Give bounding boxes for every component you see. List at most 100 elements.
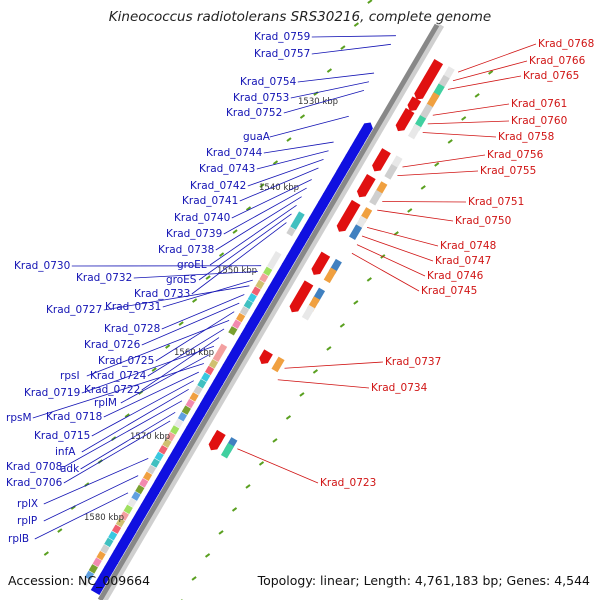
reverse-gene-label[interactable]: Krad_0750 [455,215,511,227]
reverse-gene-arrow[interactable] [288,297,304,315]
forward-gene-label[interactable]: Krad_0722 [84,384,140,396]
forward-leader-line [120,354,210,404]
forward-gene-label[interactable]: Krad_0706 [6,477,63,489]
forward-arrows [90,120,375,596]
forward-leader-line [239,167,319,202]
guide-dot [43,551,49,556]
reverse-gene-arrow[interactable] [207,435,223,453]
forward-gene-label[interactable]: Krad_0727 [46,304,102,316]
reverse-gene-block[interactable] [426,92,440,108]
forward-gene-arrow[interactable] [359,120,375,138]
forward-leader-line [63,400,183,468]
forward-leader-line [311,43,391,55]
forward-gene-label[interactable]: Krad_0718 [46,411,102,423]
reverse-gene-label[interactable]: Krad_0761 [511,98,567,110]
forward-leader-line [103,371,199,418]
forward-leader-line [80,411,176,470]
forward-gene-label[interactable]: rplP [17,515,37,527]
forward-gene-label[interactable]: Krad_0739 [166,228,222,240]
forward-gene-label[interactable]: Krad_0728 [104,323,160,335]
guide-dot [178,321,184,326]
forward-gene-label[interactable]: infA [55,446,76,458]
reverse-gene-block[interactable] [323,267,337,284]
reverse-gene-label[interactable]: Krad_0766 [529,55,586,67]
forward-gene-label[interactable]: Krad_0738 [158,244,214,256]
forward-gene-label[interactable]: Krad_0753 [233,92,289,104]
forward-leader-line [141,302,240,346]
forward-gene-label[interactable]: Krad_0744 [206,147,263,159]
reverse-gene-block[interactable] [301,304,315,321]
reverse-gene-arrow[interactable] [355,182,371,200]
forward-gene-label[interactable]: guaA [243,131,271,143]
reverse-gene-label[interactable]: Krad_0768 [538,38,594,50]
forward-gene-label[interactable]: Krad_0740 [174,212,230,224]
forward-gene-label[interactable]: Krad_0741 [182,195,238,207]
forward-gene-label[interactable]: Krad_0732 [76,272,132,284]
guide-dot [353,300,359,305]
forward-leader-line [162,279,253,308]
reverse-gene-label[interactable]: Krad_0737 [385,356,441,368]
forward-gene-label[interactable]: rpsI [60,370,80,382]
guide-dot [218,252,225,257]
reverse-gene-label[interactable]: Krad_0747 [435,255,491,267]
forward-gene-label[interactable]: adk [60,463,80,475]
forward-gene-label[interactable]: Krad_0759 [254,31,310,43]
forward-gene-label[interactable]: rpsM [6,412,32,424]
reverse-gene-arrow[interactable] [335,217,351,234]
reverse-gene-block[interactable] [220,442,235,459]
forward-gene-label[interactable]: rplB [8,533,29,545]
kbp-tick-label: 1540 kbp [259,183,299,193]
reverse-gene-arrow[interactable] [370,156,386,174]
forward-gene-label[interactable]: Krad_0708 [6,461,62,473]
reverse-gene-arrow[interactable] [394,116,410,134]
guide-dot [461,116,467,121]
forward-gene-label[interactable]: rplM [94,397,117,409]
reverse-gene-block[interactable] [384,164,398,180]
reverse-gene-arrow[interactable] [309,260,326,277]
gene-block[interactable] [266,250,283,271]
reverse-leader-line [452,60,528,82]
reverse-gene-label[interactable]: Krad_0723 [320,477,376,489]
reverse-gene-label[interactable]: Krad_0758 [498,131,554,143]
reverse-gene-block[interactable] [369,189,383,206]
reverse-gene-label[interactable]: Krad_0756 [487,149,544,161]
reverse-gene-label[interactable]: Krad_0734 [371,382,428,394]
forward-gene-label[interactable]: Krad_0719 [24,387,80,399]
forward-gene-label[interactable]: Krad_0724 [90,370,147,382]
reverse-gene-block[interactable] [348,224,363,241]
forward-gene-label[interactable]: Krad_0743 [199,163,255,175]
forward-gene-label[interactable]: Krad_0726 [84,339,141,351]
forward-gene-label[interactable]: Krad_0752 [226,107,282,119]
forward-leader-line [209,205,297,266]
forward-leader-line [191,222,287,295]
reverse-gene-arrow[interactable] [405,96,422,113]
reverse-gene-arrow[interactable] [257,349,273,366]
reverse-gene-label[interactable]: Krad_0760 [511,115,567,127]
forward-leader-line [263,141,334,154]
reverse-gene-label[interactable]: Krad_0755 [480,165,536,177]
reverse-gene-label[interactable]: Krad_0745 [421,285,477,297]
forward-gene-label[interactable]: groEL [177,259,207,271]
forward-gene-label[interactable]: groES [166,274,197,286]
reverse-gene-block[interactable] [419,103,433,120]
reverse-gene-block[interactable] [271,356,285,373]
gene-block[interactable] [289,210,306,231]
reverse-leader-line [432,103,510,116]
reverse-gene-label[interactable]: Krad_0765 [523,70,579,82]
reverse-gene-block[interactable] [407,123,422,140]
forward-gene-label[interactable]: Krad_0731 [105,301,161,313]
forward-gene-label[interactable]: Krad_0754 [240,76,297,88]
reverse-gene-label[interactable]: Krad_0746 [427,270,484,282]
gene-block[interactable] [212,342,228,363]
reverse-gene-label[interactable]: Krad_0748 [440,240,496,252]
forward-gene-label[interactable]: Krad_0715 [34,430,90,442]
forward-gene-label[interactable]: Krad_0757 [254,48,310,60]
reverse-gene-label[interactable]: Krad_0751 [468,196,524,208]
reverse-arrows [207,59,455,459]
forward-gene-label[interactable]: rplX [17,498,38,510]
forward-gene-label[interactable]: Krad_0730 [14,260,70,272]
forward-gene-label[interactable]: Krad_0733 [134,288,190,300]
reverse-gene-arrow[interactable] [412,84,428,102]
forward-gene-label[interactable]: Krad_0742 [190,180,246,192]
